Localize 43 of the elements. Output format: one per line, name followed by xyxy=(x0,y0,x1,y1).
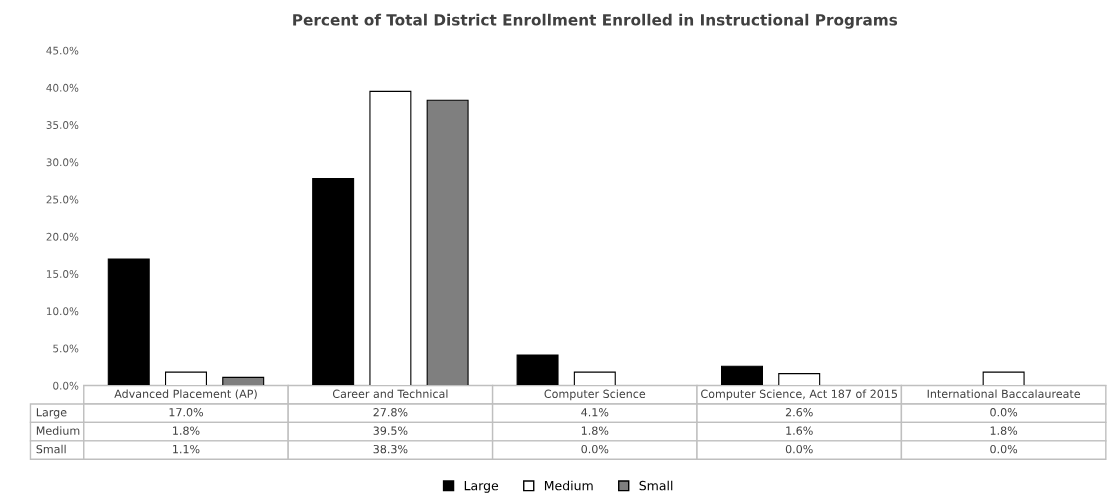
data-label: 0.0% xyxy=(581,444,609,454)
x-tick-label: Computer Science, Act 187 of 2015 xyxy=(701,389,898,401)
bar xyxy=(516,354,559,386)
y-tick-label: 40.0% xyxy=(46,83,79,92)
y-tick-label: 0.0% xyxy=(53,381,79,390)
y-tick-label: 35.0% xyxy=(46,121,79,129)
bar xyxy=(107,258,150,386)
chart-title: Percent of Total District Enrollment Enrolled in Instructional Programs xyxy=(293,13,898,29)
data-label: 2.6% xyxy=(785,408,813,417)
data-label: 17.0% xyxy=(169,408,204,417)
y-tick-label: 5.0% xyxy=(53,344,79,353)
text: Small xyxy=(36,444,66,454)
data-label: 1.8% xyxy=(990,426,1018,435)
y-tick-label: 30.0% xyxy=(46,158,79,167)
legend-label: Small xyxy=(639,480,673,491)
data-label: 1.1% xyxy=(173,444,200,454)
data-label: 4.1% xyxy=(581,408,609,417)
bar xyxy=(720,365,763,386)
x-tick-label: Computer Science xyxy=(544,389,646,401)
data-label: 38.3% xyxy=(373,444,408,454)
y-tick-label: 10.0% xyxy=(46,307,79,316)
y-tick-label: 20.0% xyxy=(46,232,79,241)
bar xyxy=(312,177,355,386)
data-label: 0.0% xyxy=(990,444,1018,454)
data-label: 1.8% xyxy=(581,426,609,435)
data-label: 1.6% xyxy=(786,426,813,435)
data-label: 0.0% xyxy=(990,408,1018,417)
legend-label: Large xyxy=(464,481,499,493)
y-tick-label: 45.0% xyxy=(46,46,79,55)
text: Medium xyxy=(36,426,80,435)
y-tick-label: 25.0% xyxy=(46,195,79,204)
y-tick-label: 15.0% xyxy=(46,270,79,278)
bar xyxy=(426,99,469,386)
data-label: 0.0% xyxy=(785,444,813,454)
x-tick-label: Advanced Placement (AP) xyxy=(114,389,257,400)
data-label: 39.5% xyxy=(373,426,408,435)
text: Large xyxy=(36,408,67,419)
data-label: 1.8% xyxy=(173,426,200,435)
x-tick-label: International Baccalaureate xyxy=(927,389,1081,398)
x-tick-label: Career and Technical xyxy=(332,389,448,398)
bar xyxy=(222,376,265,386)
legend-label: Medium xyxy=(544,480,593,491)
data-label: 27.8% xyxy=(373,408,408,417)
